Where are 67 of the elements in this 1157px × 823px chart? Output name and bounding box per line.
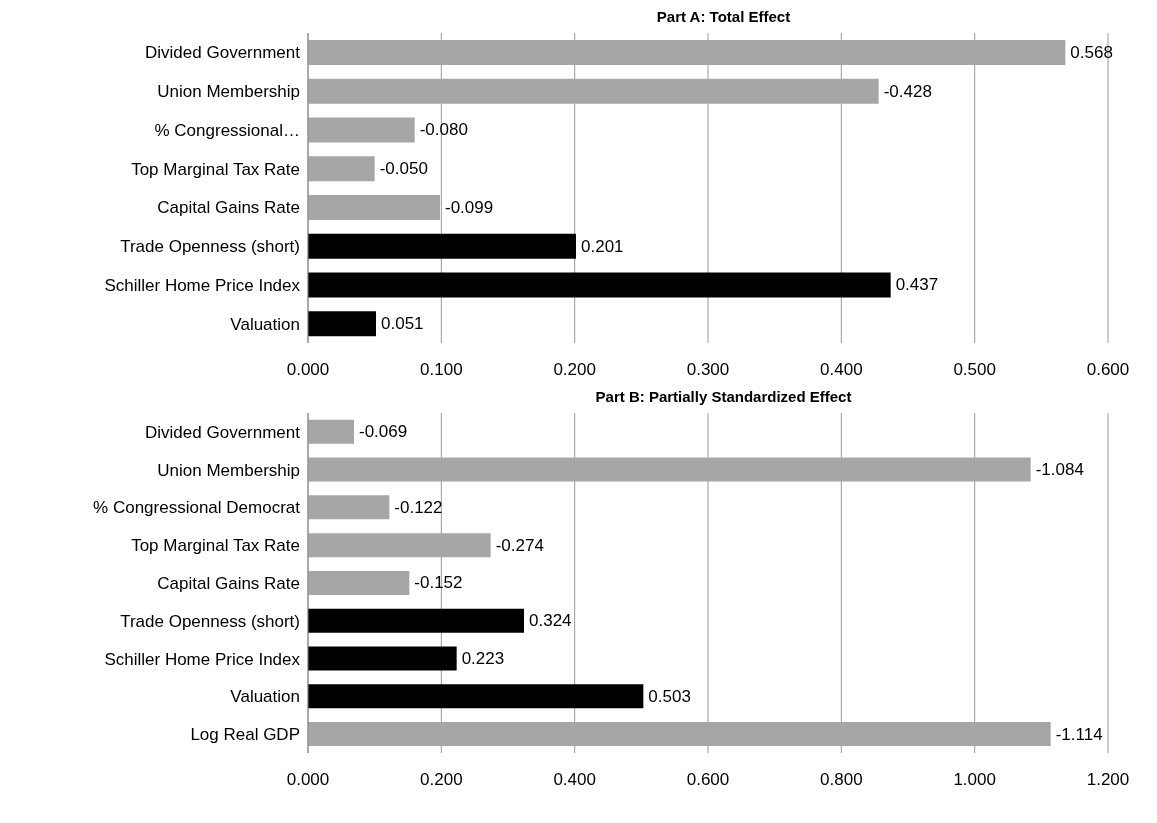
- data-label: -0.152: [414, 573, 463, 593]
- data-label: -1.084: [1035, 460, 1084, 480]
- bar: [308, 608, 524, 633]
- y-tick-label: Top Marginal Tax Rate: [131, 159, 300, 179]
- bar: [308, 722, 1051, 747]
- x-tick-label: 0.500: [953, 360, 996, 380]
- bar: [308, 78, 879, 104]
- y-tick-label: Top Marginal Tax Rate: [131, 536, 300, 556]
- bar: [308, 570, 410, 595]
- data-label: -0.069: [359, 422, 408, 442]
- x-tick-label: 0.600: [1086, 360, 1130, 380]
- bar: [308, 39, 1066, 65]
- y-tick-label: Divided Government: [145, 43, 301, 63]
- bar: [308, 533, 491, 558]
- bar: [308, 117, 415, 143]
- bar: [308, 156, 375, 182]
- bar: [308, 457, 1031, 482]
- data-label: -0.080: [419, 120, 468, 140]
- bar: [308, 311, 376, 337]
- data-label: 0.324: [529, 611, 572, 631]
- chart-title: Part A: Total Effect: [655, 8, 792, 27]
- data-label: 0.503: [648, 686, 691, 706]
- bar: [308, 233, 576, 259]
- data-label: 0.051: [381, 314, 424, 334]
- x-tick-label: 0.600: [686, 770, 730, 790]
- x-tick-label: 0.200: [553, 360, 596, 380]
- x-tick-label: 0.000: [286, 770, 330, 790]
- y-tick-label: Log Real GDP: [190, 725, 300, 745]
- y-tick-label: Union Membership: [157, 82, 300, 102]
- x-tick-label: 0.400: [553, 770, 596, 790]
- x-tick-label: 1.200: [1086, 770, 1130, 790]
- data-label: 0.437: [895, 275, 939, 295]
- data-label: 0.201: [581, 236, 624, 256]
- y-tick-label: Trade Openness (short): [120, 611, 300, 631]
- x-tick-label: 0.100: [420, 360, 463, 380]
- bar: [308, 419, 354, 444]
- x-tick-label: 0.000: [286, 360, 330, 380]
- x-tick-label: 0.300: [686, 360, 730, 380]
- x-tick-label: 0.200: [420, 770, 463, 790]
- x-tick-label: 0.800: [820, 770, 863, 790]
- bar: [308, 272, 891, 298]
- x-tick-label: 1.000: [953, 770, 996, 790]
- y-tick-label: Valuation: [230, 687, 300, 707]
- y-tick-label: Union Membership: [157, 460, 300, 480]
- data-label: 0.223: [461, 648, 505, 668]
- y-tick-label: Capital Gains Rate: [157, 574, 300, 594]
- data-label: -0.428: [883, 81, 932, 101]
- bar: [308, 646, 457, 671]
- y-tick-label: Capital Gains Rate: [157, 198, 300, 218]
- x-tick-label: 0.400: [820, 360, 863, 380]
- data-label: -0.099: [445, 197, 494, 217]
- data-label: 0.568: [1070, 42, 1113, 62]
- y-tick-label: % Congressional Democrat: [93, 498, 301, 518]
- y-tick-label: Valuation: [230, 314, 300, 334]
- y-tick-label: Schiller Home Price Index: [104, 649, 301, 669]
- data-label: -0.122: [394, 497, 443, 517]
- y-tick-label: Schiller Home Price Index: [104, 275, 301, 295]
- data-label: -0.050: [379, 159, 428, 179]
- data-label: -1.114: [1055, 724, 1103, 744]
- bar: [308, 495, 390, 520]
- data-label: -0.274: [495, 535, 544, 555]
- y-tick-label: Divided Government: [145, 422, 301, 442]
- bar: [308, 194, 440, 220]
- y-tick-label: Trade Openness (short): [120, 237, 300, 257]
- chart-title: Part B: Partially Standardized Effect: [594, 388, 853, 407]
- y-tick-label: % Congressional…: [154, 120, 300, 140]
- bar: [308, 684, 644, 709]
